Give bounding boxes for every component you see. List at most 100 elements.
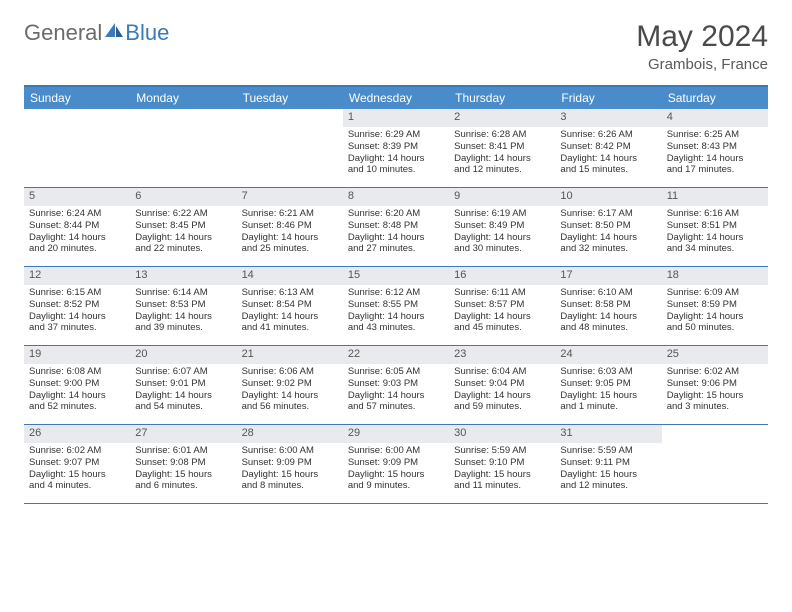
day-number: 15	[343, 267, 449, 285]
day-detail-line: Sunset: 9:06 PM	[667, 378, 763, 390]
calendar-day-cell: 24Sunrise: 6:03 AMSunset: 9:05 PMDayligh…	[555, 346, 661, 424]
day-detail-line: Sunset: 8:59 PM	[667, 299, 763, 311]
calendar-day-cell: 3Sunrise: 6:26 AMSunset: 8:42 PMDaylight…	[555, 109, 661, 187]
day-detail-line: and 32 minutes.	[560, 243, 656, 255]
day-details: Sunrise: 6:09 AMSunset: 8:59 PMDaylight:…	[662, 287, 768, 339]
weekday-header: Monday	[130, 87, 236, 109]
day-detail-line: Daylight: 15 hours	[29, 469, 125, 481]
day-details: Sunrise: 6:15 AMSunset: 8:52 PMDaylight:…	[24, 287, 130, 339]
calendar-day-cell: 28 Sunrise: 6:00 AMSunset: 9:09 PMDayligh…	[237, 425, 343, 503]
day-detail-line: Sunrise: 6:03 AM	[560, 366, 656, 378]
day-detail-line: Sunset: 9:08 PM	[135, 457, 231, 469]
day-number: 19	[24, 346, 130, 364]
day-detail-line: Daylight: 14 hours	[135, 390, 231, 402]
day-detail-line: and 12 minutes.	[454, 164, 550, 176]
day-details	[662, 445, 768, 449]
calendar-day-cell: 16Sunrise: 6:11 AMSunset: 8:57 PMDayligh…	[449, 267, 555, 345]
day-detail-line: and 4 minutes.	[29, 480, 125, 492]
day-detail-line: and 45 minutes.	[454, 322, 550, 334]
day-detail-line: Sunrise: 5:59 AM	[454, 445, 550, 457]
day-detail-line: Sunrise: 6:01 AM	[135, 445, 231, 457]
day-details: Sunrise: 6:01 AMSunset: 9:08 PMDaylight:…	[130, 445, 236, 497]
day-details: Sunrise: 6:00 AMSunset: 9:09 PMDaylight:…	[237, 445, 343, 497]
calendar-week-row: 1Sunrise: 6:29 AMSunset: 8:39 PMDaylight…	[24, 109, 768, 188]
day-details: Sunrise: 6:14 AMSunset: 8:53 PMDaylight:…	[130, 287, 236, 339]
day-detail-line: Sunrise: 6:02 AM	[667, 366, 763, 378]
day-detail-line: Sunset: 8:51 PM	[667, 220, 763, 232]
day-number: 2	[449, 109, 555, 127]
day-number: 1	[343, 109, 449, 127]
day-detail-line: Daylight: 14 hours	[560, 153, 656, 165]
calendar-week-row: 19 Sunrise: 6:08 AMSunset: 9:00 PMDayligh…	[24, 346, 768, 425]
day-number: 30	[449, 425, 555, 443]
calendar-day-cell: 22Sunrise: 6:05 AMSunset: 9:03 PMDayligh…	[343, 346, 449, 424]
calendar-day-cell: 18Sunrise: 6:09 AMSunset: 8:59 PMDayligh…	[662, 267, 768, 345]
day-detail-line: Sunrise: 6:15 AM	[29, 287, 125, 299]
day-detail-line: and 25 minutes.	[242, 243, 338, 255]
day-detail-line: Daylight: 14 hours	[454, 311, 550, 323]
day-detail-line: Sunset: 8:41 PM	[454, 141, 550, 153]
day-number: 8	[343, 188, 449, 206]
day-details: Sunrise: 6:13 AMSunset: 8:54 PMDaylight:…	[237, 287, 343, 339]
day-detail-line: Sunset: 9:01 PM	[135, 378, 231, 390]
day-detail-line: and 57 minutes.	[348, 401, 444, 413]
day-number: 25	[662, 346, 768, 364]
day-details: Sunrise: 6:06 AMSunset: 9:02 PMDaylight:…	[237, 366, 343, 418]
day-detail-line: Daylight: 14 hours	[667, 232, 763, 244]
day-number: 4	[662, 109, 768, 127]
day-number: 12	[24, 267, 130, 285]
calendar-day-cell: 9Sunrise: 6:19 AMSunset: 8:49 PMDaylight…	[449, 188, 555, 266]
day-detail-line: Daylight: 14 hours	[454, 153, 550, 165]
day-details: Sunrise: 6:19 AMSunset: 8:49 PMDaylight:…	[449, 208, 555, 260]
calendar-day-cell: 10Sunrise: 6:17 AMSunset: 8:50 PMDayligh…	[555, 188, 661, 266]
day-details: Sunrise: 6:21 AMSunset: 8:46 PMDaylight:…	[237, 208, 343, 260]
day-number: 27	[130, 425, 236, 443]
day-detail-line: Daylight: 15 hours	[560, 469, 656, 481]
day-detail-line: Sunrise: 6:06 AM	[242, 366, 338, 378]
day-detail-line: Sunrise: 6:29 AM	[348, 129, 444, 141]
day-number: 5	[24, 188, 130, 206]
day-detail-line: and 43 minutes.	[348, 322, 444, 334]
day-detail-line: and 11 minutes.	[454, 480, 550, 492]
day-number: 29	[343, 425, 449, 443]
day-number: 28	[237, 425, 343, 443]
day-number: 26	[24, 425, 130, 443]
day-number: 23	[449, 346, 555, 364]
day-detail-line: Sunrise: 6:14 AM	[135, 287, 231, 299]
day-number: 6	[130, 188, 236, 206]
day-details: Sunrise: 6:08 AMSunset: 9:00 PMDaylight:…	[24, 366, 130, 418]
day-detail-line: Sunrise: 6:10 AM	[560, 287, 656, 299]
day-detail-line: Daylight: 14 hours	[348, 153, 444, 165]
day-number: 21	[237, 346, 343, 364]
weekday-header: Friday	[555, 87, 661, 109]
day-detail-line: Sunrise: 6:00 AM	[348, 445, 444, 457]
day-detail-line: Daylight: 15 hours	[560, 390, 656, 402]
day-details: Sunrise: 5:59 AMSunset: 9:10 PMDaylight:…	[449, 445, 555, 497]
day-number: 7	[237, 188, 343, 206]
day-details: Sunrise: 6:03 AMSunset: 9:05 PMDaylight:…	[555, 366, 661, 418]
day-detail-line: Daylight: 15 hours	[667, 390, 763, 402]
day-detail-line: Daylight: 14 hours	[29, 311, 125, 323]
day-detail-line: and 27 minutes.	[348, 243, 444, 255]
day-details: Sunrise: 5:59 AMSunset: 9:11 PMDaylight:…	[555, 445, 661, 497]
day-detail-line: and 17 minutes.	[667, 164, 763, 176]
day-detail-line: Daylight: 14 hours	[348, 232, 444, 244]
weekday-header: Wednesday	[343, 87, 449, 109]
day-detail-line: Sunrise: 6:09 AM	[667, 287, 763, 299]
day-details	[24, 129, 130, 133]
day-detail-line: Daylight: 14 hours	[348, 390, 444, 402]
day-details	[130, 129, 236, 133]
calendar-day-cell: 13Sunrise: 6:14 AMSunset: 8:53 PMDayligh…	[130, 267, 236, 345]
header: General Blue May 2024 Grambois, France	[24, 20, 768, 73]
day-detail-line: and 37 minutes.	[29, 322, 125, 334]
day-detail-line: Sunrise: 5:59 AM	[560, 445, 656, 457]
day-details: Sunrise: 6:28 AMSunset: 8:41 PMDaylight:…	[449, 129, 555, 181]
logo-text-blue: Blue	[125, 20, 169, 46]
calendar-header-row: SundayMondayTuesdayWednesdayThursdayFrid…	[24, 87, 768, 109]
day-detail-line: Sunrise: 6:22 AM	[135, 208, 231, 220]
calendar-day-cell	[24, 109, 130, 187]
logo-text-general: General	[24, 20, 102, 46]
day-detail-line: Sunset: 8:46 PM	[242, 220, 338, 232]
logo: General Blue	[24, 20, 169, 46]
day-detail-line: Sunrise: 6:11 AM	[454, 287, 550, 299]
